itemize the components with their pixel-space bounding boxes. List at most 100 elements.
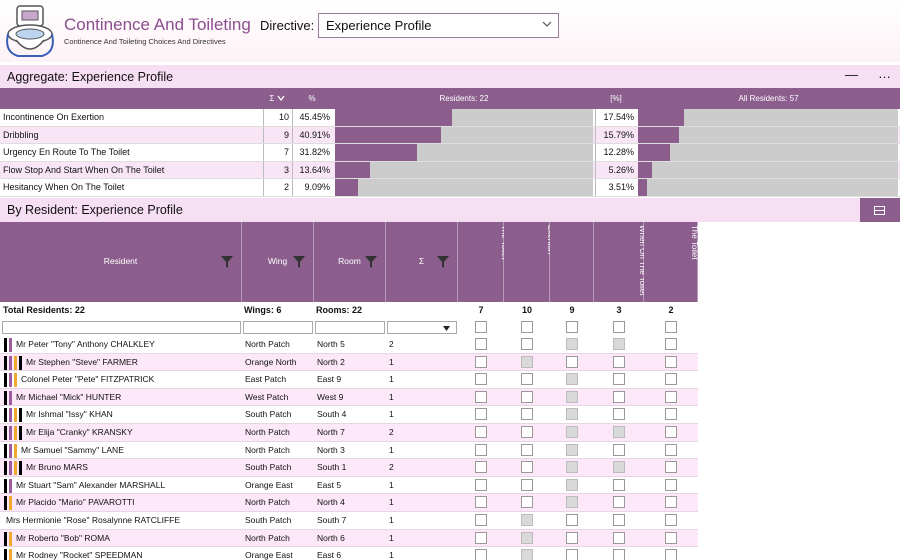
indicator-checkbox[interactable]: [613, 461, 625, 474]
indicator-checkbox[interactable]: [475, 338, 487, 350]
table-row[interactable]: Mr Rodney "Rocket" SPEEDMAN Orange East Ea…: [0, 547, 698, 560]
indicator-column-header[interactable]: Urgency En Route To The Toilet: [458, 222, 519, 302]
indicator-checkbox[interactable]: [613, 531, 625, 544]
indicator-checkbox[interactable]: [613, 443, 625, 456]
indicator-column-header[interactable]: Dribbling: [550, 222, 610, 302]
aggregate-row[interactable]: Dribbling 9 40.91% 15.79%: [0, 126, 900, 145]
indicator-checkbox[interactable]: [665, 496, 677, 509]
filter-checkbox[interactable]: [613, 321, 625, 333]
table-row[interactable]: Mrs Hermionie "Rose" Rosalynne RATCLIFFE…: [0, 512, 698, 530]
indicator-checkbox[interactable]: [566, 478, 578, 491]
indicator-checkbox[interactable]: [521, 390, 533, 403]
indicator-checkbox[interactable]: [521, 443, 533, 456]
room-column-header[interactable]: Room: [314, 222, 386, 302]
indicator-checkbox[interactable]: [665, 478, 677, 491]
indicator-checkbox[interactable]: [613, 408, 625, 421]
indicator-checkbox[interactable]: [475, 549, 487, 560]
indicator-checkbox[interactable]: [475, 408, 487, 421]
filter-checkbox[interactable]: [475, 321, 487, 333]
aggregate-row[interactable]: Incontinence On Exertion 10 45.45% 17.54%: [0, 109, 900, 127]
layout-toggle-button[interactable]: [860, 198, 900, 222]
filter-icon[interactable]: [221, 256, 233, 268]
indicator-checkbox[interactable]: [566, 514, 578, 526]
indicator-checkbox[interactable]: [613, 338, 625, 350]
indicator-checkbox[interactable]: [613, 478, 625, 491]
indicator-checkbox[interactable]: [613, 426, 625, 438]
indicator-checkbox[interactable]: [566, 531, 578, 544]
indicator-checkbox[interactable]: [475, 373, 487, 386]
resident-column-header[interactable]: Resident: [0, 222, 242, 302]
indicator-checkbox[interactable]: [566, 496, 578, 509]
indicator-checkbox[interactable]: [566, 408, 578, 421]
wing-column-header[interactable]: Wing: [242, 222, 314, 302]
indicator-column-header[interactable]: Hesitancy When On The Toilet: [644, 222, 709, 302]
indicator-checkbox[interactable]: [521, 461, 533, 474]
indicator-checkbox[interactable]: [566, 461, 578, 474]
indicator-checkbox[interactable]: [475, 390, 487, 403]
indicator-checkbox[interactable]: [521, 531, 533, 544]
table-row[interactable]: Mr Stuart "Sam" Alexander MARSHALL Orange…: [0, 477, 698, 495]
indicator-checkbox[interactable]: [566, 443, 578, 456]
filter-icon[interactable]: [437, 256, 449, 268]
filter-checkbox[interactable]: [665, 321, 677, 333]
indicator-checkbox[interactable]: [665, 355, 677, 368]
indicator-column-header[interactable]: Flow Stop And Start When On The Toilet: [594, 222, 657, 302]
sum-filter-select[interactable]: [387, 321, 457, 334]
indicator-checkbox[interactable]: [613, 390, 625, 403]
indicator-checkbox[interactable]: [566, 355, 578, 368]
aggregate-row[interactable]: Urgency En Route To The Toilet 7 31.82% 12.…: [0, 144, 900, 162]
table-row[interactable]: Mr Bruno MARS South Patch South 1 2: [0, 459, 698, 477]
indicator-checkbox[interactable]: [613, 514, 625, 526]
indicator-checkbox[interactable]: [566, 549, 578, 560]
table-row[interactable]: Mr Elija "Cranky" KRANSKY North Patch Nort…: [0, 424, 698, 442]
indicator-checkbox[interactable]: [475, 514, 487, 526]
indicator-checkbox[interactable]: [665, 514, 677, 526]
filter-checkbox[interactable]: [566, 321, 578, 333]
indicator-checkbox[interactable]: [665, 461, 677, 474]
indicator-checkbox[interactable]: [521, 373, 533, 386]
wing-filter-input[interactable]: [243, 321, 313, 334]
indicator-checkbox[interactable]: [521, 514, 533, 526]
filter-checkbox[interactable]: [521, 321, 533, 333]
directive-select[interactable]: Experience Profile: [318, 13, 559, 38]
indicator-checkbox[interactable]: [665, 426, 677, 438]
indicator-checkbox[interactable]: [475, 355, 487, 368]
more-options-button[interactable]: …: [878, 66, 891, 81]
indicator-checkbox[interactable]: [521, 478, 533, 491]
indicator-checkbox[interactable]: [613, 355, 625, 368]
indicator-checkbox[interactable]: [521, 408, 533, 421]
sum-sort-header[interactable]: Σ: [263, 88, 291, 109]
table-row[interactable]: Mr Stephen "Steve" FARMER Orange North Nor…: [0, 353, 698, 372]
indicator-checkbox[interactable]: [665, 549, 677, 560]
minimize-button[interactable]: —: [845, 67, 858, 82]
aggregate-row[interactable]: Hesitancy When On The Toilet 2 9.09% 3.51%: [0, 179, 900, 197]
indicator-checkbox[interactable]: [521, 338, 533, 350]
indicator-checkbox[interactable]: [475, 531, 487, 544]
indicator-checkbox[interactable]: [665, 408, 677, 421]
table-row[interactable]: Colonel Peter "Pete" FITZPATRICK East Pat…: [0, 371, 698, 389]
indicator-checkbox[interactable]: [665, 443, 677, 456]
indicator-checkbox[interactable]: [566, 426, 578, 438]
indicator-column-header[interactable]: Incontinence On Exertion: [504, 222, 565, 302]
indicator-checkbox[interactable]: [613, 496, 625, 509]
indicator-checkbox[interactable]: [521, 549, 533, 560]
indicator-checkbox[interactable]: [665, 373, 677, 386]
indicator-checkbox[interactable]: [475, 443, 487, 456]
table-row[interactable]: Mr Placido "Mario" PAVAROTTI North Patch N…: [0, 494, 698, 512]
filter-icon[interactable]: [293, 256, 305, 268]
resident-filter-input[interactable]: [2, 321, 241, 334]
indicator-checkbox[interactable]: [566, 373, 578, 386]
table-row[interactable]: Mr Michael "Mick" HUNTER West Patch West 9…: [0, 388, 698, 407]
table-row[interactable]: Mr Ishmal "Issy" KHAN South Patch South 4 1: [0, 406, 698, 424]
indicator-checkbox[interactable]: [613, 549, 625, 560]
table-row[interactable]: Mr Peter "Tony" Anthony CHALKLEY North Pa…: [0, 336, 698, 354]
indicator-checkbox[interactable]: [475, 461, 487, 474]
indicator-checkbox[interactable]: [521, 426, 533, 438]
indicator-checkbox[interactable]: [665, 338, 677, 350]
indicator-checkbox[interactable]: [566, 390, 578, 403]
indicator-checkbox[interactable]: [521, 355, 533, 368]
indicator-checkbox[interactable]: [521, 496, 533, 509]
indicator-checkbox[interactable]: [475, 496, 487, 509]
indicator-checkbox[interactable]: [665, 531, 677, 544]
filter-icon[interactable]: [365, 256, 377, 268]
